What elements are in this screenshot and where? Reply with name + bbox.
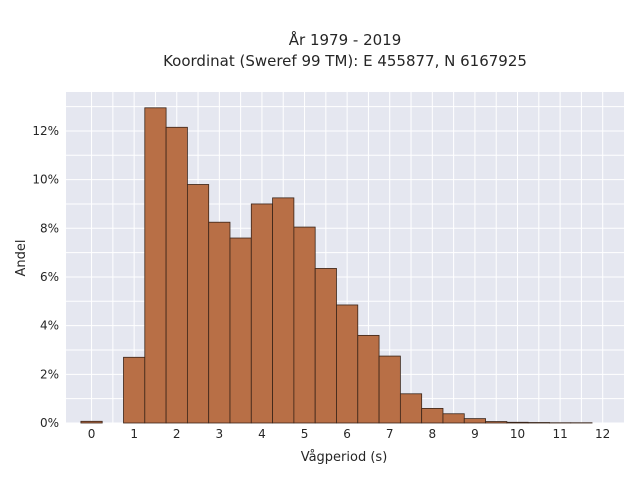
- histogram-bar: [208, 221, 231, 424]
- y-axis-ticks: 0% 2% 4% 6% 8% 10% 12%: [32, 124, 59, 430]
- x-tick-label: 2: [173, 427, 181, 441]
- histogram-bar: [336, 304, 359, 424]
- x-tick-label: 0: [88, 427, 96, 441]
- y-axis-label: Andel: [14, 240, 29, 277]
- histogram-bar: [165, 126, 188, 424]
- x-tick-label: 5: [301, 427, 309, 441]
- histogram-bar: [80, 420, 103, 424]
- x-tick-label: 6: [343, 427, 351, 441]
- histogram-bar: [123, 356, 146, 424]
- histogram-bar: [357, 334, 380, 424]
- histogram-bar: [293, 226, 316, 424]
- y-tick-label: 0%: [40, 416, 59, 430]
- x-tick-label: 1: [130, 427, 138, 441]
- x-tick-label: 9: [471, 427, 479, 441]
- histogram-bar: [378, 355, 401, 424]
- histogram-bar: [463, 418, 486, 424]
- x-tick-label: 8: [429, 427, 437, 441]
- chart-title-line-1: År 1979 - 2019: [289, 30, 402, 49]
- histogram-bar: [250, 203, 273, 424]
- x-tick-label: 12: [595, 427, 610, 441]
- x-tick-label: 3: [216, 427, 224, 441]
- y-tick-label: 4%: [40, 319, 59, 333]
- x-tick-label: 4: [258, 427, 266, 441]
- histogram-bar: [186, 184, 210, 424]
- y-tick-label: 2%: [40, 367, 59, 381]
- histogram-bar: [272, 197, 295, 424]
- y-tick-label: 8%: [40, 221, 59, 235]
- histogram-bar: [144, 107, 167, 424]
- histogram-bar: [506, 421, 529, 424]
- y-tick-label: 10%: [32, 173, 59, 187]
- bars-group: [80, 107, 593, 424]
- x-tick-label: 10: [510, 427, 525, 441]
- histogram-bar: [399, 393, 423, 424]
- histogram-bar: [485, 421, 508, 424]
- y-tick-label: 12%: [32, 124, 59, 138]
- y-tick-label: 6%: [40, 270, 59, 284]
- x-tick-label: 11: [552, 427, 567, 441]
- x-axis-ticks: 0 1 2 3 4 5 6 7 8 9 10 11 12: [88, 427, 611, 441]
- x-tick-label: 7: [386, 427, 394, 441]
- histogram-bar: [421, 407, 444, 424]
- histogram-bar: [442, 413, 465, 424]
- chart-title-line-2: Koordinat (Sweref 99 TM): E 455877, N 61…: [163, 52, 527, 70]
- histogram-bar: [229, 237, 252, 424]
- histogram-bar: [314, 268, 337, 424]
- x-axis-label: Vågperiod (s): [301, 450, 388, 465]
